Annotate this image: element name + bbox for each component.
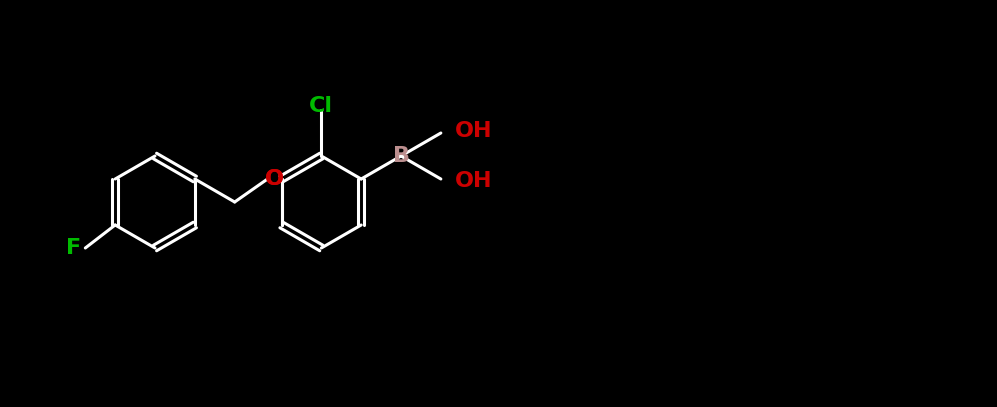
Text: O: O <box>265 169 284 189</box>
Text: OH: OH <box>455 171 493 191</box>
Text: OH: OH <box>455 121 493 141</box>
Text: F: F <box>66 238 81 258</box>
Text: B: B <box>393 146 410 166</box>
Text: Cl: Cl <box>309 96 333 116</box>
Text: O: O <box>265 169 284 189</box>
